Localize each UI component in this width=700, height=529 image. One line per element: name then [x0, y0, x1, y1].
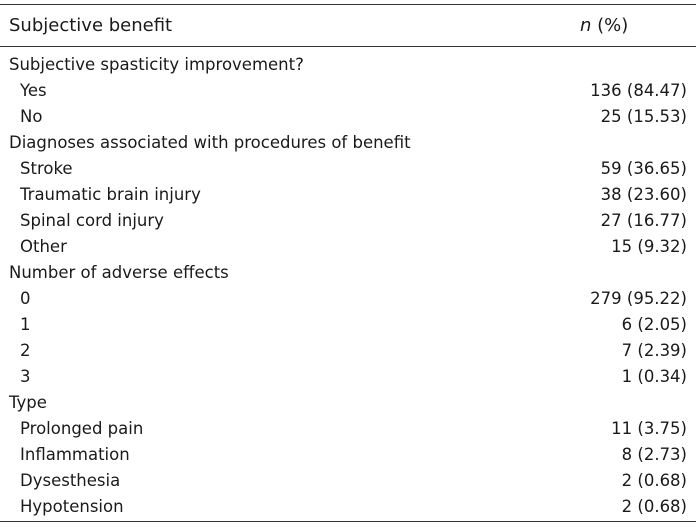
- row-value: 15 (9.32): [611, 237, 687, 256]
- table-header-rule: [0, 46, 696, 47]
- row-value: 279 (95.22): [590, 289, 687, 308]
- table-header: Subjective benefit n (%): [0, 6, 696, 44]
- row-label: 2: [20, 341, 31, 360]
- row-label: Inflammation: [20, 445, 130, 464]
- table-top-rule: [0, 4, 696, 5]
- table-body: Subjective spasticity improvement? Yes 136…: [0, 52, 696, 520]
- table-row: Other 15 (9.32): [0, 234, 696, 260]
- table-row: 1 6 (2.05): [0, 312, 696, 338]
- header-subjective-benefit: Subjective benefit: [9, 15, 173, 36]
- row-value: 7 (2.39): [621, 341, 687, 360]
- row-value: 6 (2.05): [621, 315, 687, 334]
- row-value: 136 (84.47): [590, 81, 687, 100]
- row-label: Stroke: [20, 159, 73, 178]
- row-label: 1: [20, 315, 31, 334]
- row-label: No: [20, 107, 43, 126]
- row-label: Traumatic brain injury: [20, 185, 201, 204]
- table-row: 2 7 (2.39): [0, 338, 696, 364]
- row-value: 59 (36.65): [600, 159, 687, 178]
- table-row: Yes 136 (84.47): [0, 78, 696, 104]
- row-label: Hypotension: [20, 497, 124, 516]
- table-row: No 25 (15.53): [0, 104, 696, 130]
- row-value: 27 (16.77): [600, 211, 687, 230]
- header-n-percent: n (%): [580, 15, 628, 37]
- section-header-row: Subjective spasticity improvement?: [0, 52, 696, 78]
- section-label: Subjective spasticity improvement?: [9, 55, 304, 74]
- row-label: Spinal cord injury: [20, 211, 164, 230]
- table-row: Prolonged pain 11 (3.75): [0, 416, 696, 442]
- header-percent: (%): [591, 15, 629, 36]
- table-row: Traumatic brain injury 38 (23.60): [0, 182, 696, 208]
- row-value: 8 (2.73): [621, 445, 687, 464]
- row-value: 1 (0.34): [621, 367, 687, 386]
- row-label: Prolonged pain: [20, 419, 144, 438]
- row-value: 2 (0.68): [621, 497, 687, 516]
- row-label: Other: [20, 237, 67, 256]
- table-row: 0 279 (95.22): [0, 286, 696, 312]
- table-row: Spinal cord injury 27 (16.77): [0, 208, 696, 234]
- row-value: 2 (0.68): [621, 471, 687, 490]
- row-value: 38 (23.60): [600, 185, 687, 204]
- row-label: Dysesthesia: [20, 471, 121, 490]
- section-label: Type: [9, 393, 47, 412]
- table-bottom-rule: [0, 521, 696, 522]
- table-row: Inflammation 8 (2.73): [0, 442, 696, 468]
- row-label: 0: [20, 289, 31, 308]
- section-header-row: Number of adverse effects: [0, 260, 696, 286]
- row-label: Yes: [20, 81, 47, 100]
- row-label: 3: [20, 367, 31, 386]
- section-header-row: Type: [0, 390, 696, 416]
- table-row: 3 1 (0.34): [0, 364, 696, 390]
- section-label: Diagnoses associated with procedures of …: [9, 133, 411, 152]
- section-header-row: Diagnoses associated with procedures of …: [0, 130, 696, 156]
- row-value: 25 (15.53): [600, 107, 687, 126]
- row-value: 11 (3.75): [611, 419, 687, 438]
- table-row: Hypotension 2 (0.68): [0, 494, 696, 520]
- table-row: Stroke 59 (36.65): [0, 156, 696, 182]
- table-row: Dysesthesia 2 (0.68): [0, 468, 696, 494]
- header-n: n: [580, 15, 592, 36]
- section-label: Number of adverse effects: [9, 263, 229, 282]
